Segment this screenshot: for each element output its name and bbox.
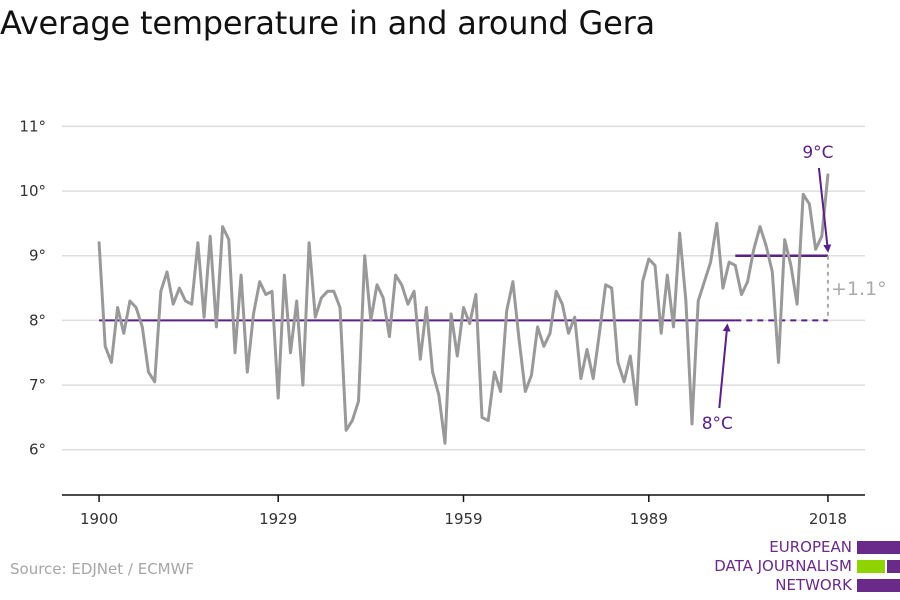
logo-bar-middle [857, 560, 900, 573]
difference-label: +1.1° [831, 278, 887, 300]
x-axis: 1900 1929 1959 1989 2018 [62, 494, 865, 528]
x-tick-label: 1900 [80, 510, 118, 528]
y-tick-label: 6° [29, 441, 46, 459]
annotations: 8°C 9°C +1.1° [702, 143, 887, 434]
y-tick-label: 10° [19, 182, 46, 200]
label-8c: 8°C [702, 414, 733, 434]
y-axis-ticks: 6° 7° 8° 9° 10° 11° [19, 117, 46, 458]
logo-bar-green [857, 560, 885, 573]
chart-title: Average temperature in and around Gera [0, 4, 655, 42]
logo-line-3: NETWORK [775, 576, 852, 594]
x-tick-label: 1959 [444, 510, 482, 528]
label-9c: 9°C [802, 143, 833, 163]
logo-line-1: EUROPEAN [769, 538, 852, 556]
y-tick-label: 8° [29, 311, 46, 329]
y-tick-label: 11° [19, 117, 46, 135]
y-tick-label: 9° [29, 247, 46, 265]
series-layer [97, 173, 830, 445]
x-tick-label: 1989 [630, 510, 668, 528]
arrow-8c [718, 323, 731, 409]
temperature-series-line [97, 173, 830, 445]
logo-bar-purple-top [857, 541, 900, 554]
arrow-9c [817, 167, 832, 253]
source-note: Source: EDJNet / ECMWF [10, 560, 195, 578]
logo-line-2: DATA JOURNALISM [714, 557, 852, 575]
edjnet-logo: EUROPEAN DATA JOURNALISM NETWORK [700, 537, 900, 597]
x-tick-label: 1929 [259, 510, 297, 528]
x-tick-label: 2018 [809, 510, 847, 528]
y-tick-label: 7° [29, 376, 46, 394]
logo-bar-purple-bottom [857, 579, 900, 592]
